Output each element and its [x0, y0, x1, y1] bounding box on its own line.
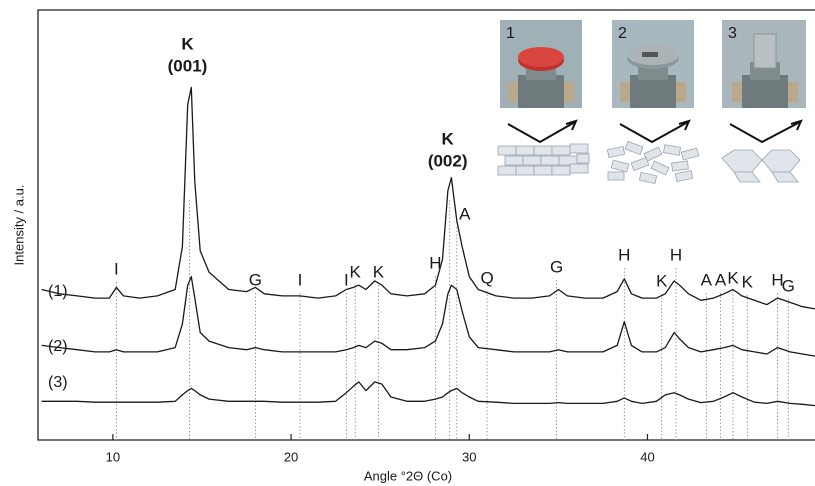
x-axis-label: Angle °2Θ (Co) [364, 468, 452, 483]
inset-photo [722, 20, 806, 108]
phase-label: K [350, 262, 362, 281]
phase-label: H [429, 253, 441, 272]
inset: 1 2 3 [497, 20, 806, 185]
phase-label: K [742, 272, 754, 291]
series-label: (1) [48, 283, 68, 300]
phase-label: K [656, 271, 668, 290]
diffraction-arrows [507, 119, 803, 144]
inset-photo [500, 20, 582, 108]
series-label: (2) [48, 338, 68, 355]
x-tick-label: 40 [640, 449, 654, 464]
phase-label: H [771, 270, 783, 289]
inset-label: 1 [506, 25, 515, 42]
phase-label: I [114, 259, 119, 278]
x-tick-label: 20 [284, 449, 298, 464]
series-label: (3) [48, 374, 68, 391]
phase-label: A [459, 204, 471, 223]
phase-label: G [550, 257, 563, 276]
phase-label: I [298, 270, 303, 289]
phase-label: G [249, 270, 262, 289]
brick-schematic [497, 140, 801, 185]
peak-label: (002) [428, 151, 468, 170]
inset-photo [612, 20, 694, 108]
xrd-trace [41, 381, 815, 407]
phase-label: A [701, 270, 713, 289]
plot-frame [37, 9, 815, 441]
phase-label: Q [480, 268, 493, 287]
phase-label: K [727, 268, 739, 287]
xrd-trace [41, 275, 815, 357]
peak-label: K [442, 129, 455, 148]
inset-label: 3 [728, 25, 737, 42]
x-tick-label: 30 [462, 449, 476, 464]
phase-label: H [618, 245, 630, 264]
xrd-trace [41, 86, 815, 310]
phase-label: A [715, 270, 727, 289]
inset-label: 2 [618, 25, 627, 42]
x-tick-label: 10 [106, 449, 120, 464]
peak-label: (001) [168, 56, 208, 75]
phase-label: H [670, 245, 682, 264]
peak-label: K [181, 34, 194, 53]
y-axis-label: Intensity / a.u. [11, 185, 26, 266]
phase-label: I [344, 270, 349, 289]
phase-label: K [373, 262, 385, 281]
phase-label: G [782, 276, 795, 295]
